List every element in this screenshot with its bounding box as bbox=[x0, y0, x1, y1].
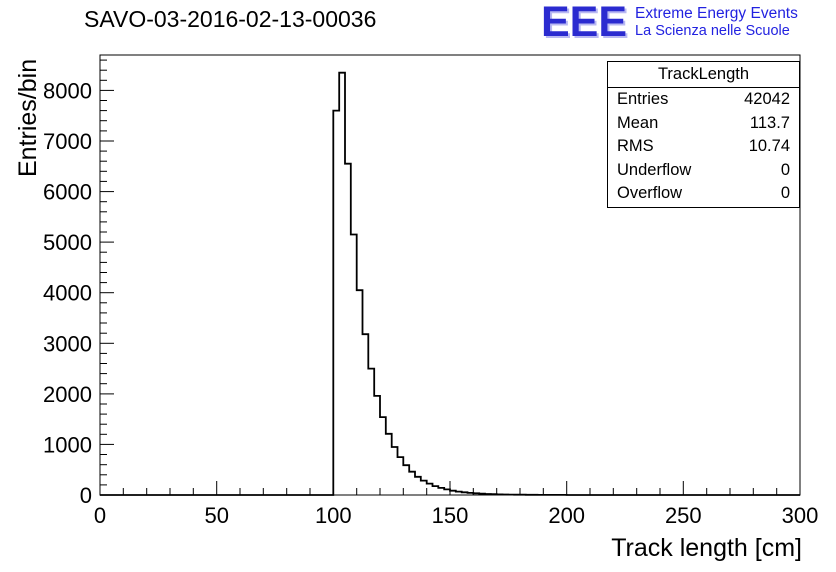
stats-label: Entries bbox=[617, 90, 669, 108]
stats-value: 0 bbox=[780, 184, 790, 202]
stats-box-title: TrackLength bbox=[608, 62, 799, 88]
x-tick-label: 300 bbox=[782, 503, 819, 528]
stats-row-rms: RMS 10.74 bbox=[608, 135, 799, 159]
stats-label: Underflow bbox=[617, 160, 692, 179]
stats-value: 10.74 bbox=[748, 137, 790, 155]
stats-value: 0 bbox=[780, 160, 790, 179]
y-axis-label: Entries/bin bbox=[14, 58, 42, 177]
stats-row-mean: Mean 113.7 bbox=[608, 112, 799, 136]
stats-value: 42042 bbox=[744, 90, 790, 108]
x-tick-label: 200 bbox=[548, 503, 585, 528]
y-tick-label: 3000 bbox=[43, 331, 92, 356]
x-tick-label: 100 bbox=[315, 503, 352, 528]
x-tick-label: 250 bbox=[665, 503, 702, 528]
x-axis-label: Track length [cm] bbox=[611, 534, 802, 562]
eee-logo: EEE Extreme Energy Events La Scienza nel… bbox=[541, 0, 798, 46]
y-tick-label: 7000 bbox=[43, 129, 92, 154]
y-tick-label: 2000 bbox=[43, 382, 92, 407]
histogram-line bbox=[100, 71, 800, 496]
y-tick-label: 1000 bbox=[43, 432, 92, 457]
y-tick-label: 6000 bbox=[43, 180, 92, 205]
y-tick-label: 5000 bbox=[43, 230, 92, 255]
x-axis-ticks: 0 50 100 150 200 250 300 bbox=[94, 481, 818, 528]
eee-logo-text: EEE bbox=[541, 0, 628, 46]
stats-row-entries: Entries 42042 bbox=[608, 88, 799, 112]
stats-label: Mean bbox=[617, 113, 659, 132]
histogram-series bbox=[100, 71, 800, 496]
stats-box: TrackLength Entries 42042 Mean 113.7 RMS… bbox=[607, 61, 800, 208]
y-tick-label: 4000 bbox=[43, 281, 92, 306]
x-tick-label: 150 bbox=[432, 503, 469, 528]
stats-row-overflow: Overflow 0 bbox=[608, 182, 799, 206]
page-title: SAVO-03-2016-02-13-00036 bbox=[84, 6, 377, 32]
y-axis-ticks: 0 1000 2000 3000 4000 5000 6000 7000 8000 bbox=[43, 59, 114, 508]
stats-value: 113.7 bbox=[749, 113, 790, 132]
y-tick-label: 0 bbox=[80, 483, 92, 508]
eee-logo-line1: Extreme Energy Events bbox=[635, 5, 798, 22]
x-tick-label: 0 bbox=[94, 503, 106, 528]
y-tick-label: 8000 bbox=[43, 78, 92, 103]
stats-label: Overflow bbox=[617, 184, 683, 202]
x-tick-label: 50 bbox=[204, 503, 228, 528]
stats-label: RMS bbox=[617, 137, 654, 155]
stats-row-underflow: Underflow 0 bbox=[608, 159, 799, 183]
eee-logo-subtitle: Extreme Energy Events La Scienza nelle S… bbox=[635, 5, 798, 40]
eee-logo-line2: La Scienza nelle Scuole bbox=[635, 23, 790, 39]
